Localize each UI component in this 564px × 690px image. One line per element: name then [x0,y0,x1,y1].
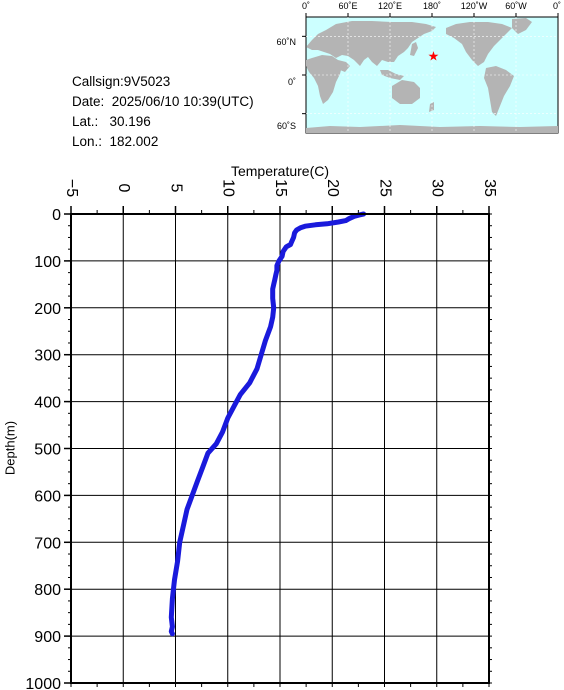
y-tick-label: 1000 [25,676,61,690]
map-land [306,18,558,133]
temperature-profile-line [168,211,367,637]
y-tick-label: 400 [34,395,61,412]
x-tick-label: 30 [429,179,446,197]
y-tick-label: 700 [34,535,61,552]
x-tick-label: 15 [272,179,289,197]
world-map: 0˚ 60˚E 120˚E 180˚ 120˚W 60˚W 0˚ 60˚N 0˚… [276,1,561,134]
y-tick-label: 0 [52,207,61,224]
x-tick-label: −5 [63,179,80,197]
station-info: Callsign:9V5023 Date: 2025/06/10 10:39(U… [72,72,254,152]
map-lon-label: 180˚ [423,1,441,11]
map-lat-label: 60˚N [276,37,296,47]
map-lon-label: 60˚W [505,1,527,11]
plot-frame [70,213,490,684]
x-tick-label: 10 [220,179,237,197]
map-lon-label: 120˚E [378,1,402,11]
x-tick-label: 0 [115,184,132,193]
y-tick-label: 500 [34,442,61,459]
y-axis-label: Depth(m) [2,421,17,475]
map-longitude-labels: 0˚ 60˚E 120˚E 180˚ 120˚W 60˚W 0˚ [302,1,561,11]
x-tick-label: 5 [167,184,184,193]
y-tick-label: 800 [34,582,61,599]
y-axis-ticks: 0 100 200 300 400 500 600 700 800 900 1000 [25,207,71,690]
x-axis-label: Temperature(C) [231,163,329,179]
map-lat-label: 0˚ [288,77,296,87]
chart-grid [71,214,489,683]
x-axis-ticks: −5 0 5 10 15 20 25 30 35 [63,179,498,214]
y-tick-label: 900 [34,629,61,646]
map-lon-label: 60˚E [338,1,357,11]
lat-text: Lat.: 30.196 [72,114,151,129]
x-tick-label: 20 [324,179,341,197]
y-tick-label: 200 [34,301,61,318]
y-tick-label: 300 [34,348,61,365]
y-tick-label: 600 [34,488,61,505]
station-marker-icon: ★ [428,49,440,64]
x-tick-label: 35 [481,179,498,197]
date-text: Date: 2025/06/10 10:39(UTC) [72,94,254,109]
map-graticule [302,13,559,133]
map-lon-label: 0˚ [302,1,310,11]
lon-text: Lon.: 182.002 [72,134,159,149]
map-lon-label: 120˚W [461,1,488,11]
y-tick-label: 100 [34,254,61,271]
map-lon-label: 0˚ [553,1,561,11]
callsign-text: Callsign:9V5023 [72,74,171,89]
map-lat-label: 60˚S [277,121,296,131]
map-latitude-labels: 60˚N 0˚ 60˚S [276,37,296,131]
x-tick-label: 25 [376,179,393,197]
